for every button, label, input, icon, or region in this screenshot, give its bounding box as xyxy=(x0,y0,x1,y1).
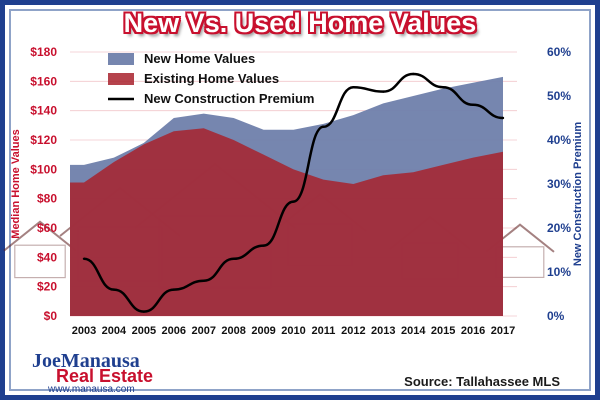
right-tick-1: 10% xyxy=(547,265,571,279)
right-tick-2: 20% xyxy=(547,221,571,235)
left-tick-6: $120 xyxy=(30,133,57,147)
axes: $0 $20 $40 $60 $80 $100 $120 $140 $160 $180 0% 10% 2… xyxy=(10,45,584,337)
x-tick-2010: 2010 xyxy=(281,325,305,337)
premium-point-2012 xyxy=(352,86,355,89)
x-tick-2005: 2005 xyxy=(132,325,156,337)
premium-point-2017 xyxy=(501,116,505,120)
premium-point-2008 xyxy=(232,257,235,260)
left-tick-7: $140 xyxy=(30,104,57,118)
x-tick-2016: 2016 xyxy=(461,325,485,337)
house-roof-0 xyxy=(3,220,77,252)
right-tick-3: 30% xyxy=(547,177,571,191)
x-tick-2012: 2012 xyxy=(341,325,365,337)
left-tick-9: $180 xyxy=(30,45,57,59)
right-tick-4: 40% xyxy=(547,133,571,147)
left-tick-8: $160 xyxy=(30,74,57,88)
house-body-0 xyxy=(14,244,66,279)
line-new-construction-premium xyxy=(83,72,504,313)
x-tick-2009: 2009 xyxy=(251,325,275,337)
source-note: Source: Tallahassee MLS xyxy=(404,374,560,389)
premium-point-2005 xyxy=(142,310,146,313)
legend-swatch-1 xyxy=(108,73,134,85)
legend-label-1: Existing Home Values xyxy=(144,71,279,86)
premium-point-2014 xyxy=(412,72,415,76)
x-tick-2013: 2013 xyxy=(371,325,395,337)
y-axis-label-left: Median Home Values xyxy=(10,129,22,238)
area-existing-home-values xyxy=(70,128,503,316)
left-tick-2: $40 xyxy=(37,250,57,264)
right-tick-5: 50% xyxy=(547,89,571,103)
premium-point-2015 xyxy=(441,86,445,89)
left-tick-4: $80 xyxy=(37,192,57,206)
x-tick-2008: 2008 xyxy=(221,325,245,337)
house-body-5 xyxy=(495,246,545,279)
premium-point-2003 xyxy=(82,257,86,260)
premium-point-2007 xyxy=(202,279,205,282)
logo-url: www.manausa.com xyxy=(48,384,135,395)
legend: New Home Values Existing Home Values New C… xyxy=(108,51,314,106)
left-tick-3: $60 xyxy=(37,221,57,235)
company-logo: JoeManausa Real Estate www.manausa.com xyxy=(26,350,216,395)
y-axis-label-right: New Construction Premium xyxy=(572,122,584,266)
left-tick-0: $0 xyxy=(44,309,58,323)
chart-title: New Vs. Used Home Values xyxy=(123,8,477,38)
premium-point-2016 xyxy=(471,103,475,107)
x-tick-2004: 2004 xyxy=(102,325,127,337)
x-tick-2015: 2015 xyxy=(431,325,455,337)
premium-point-2004 xyxy=(112,288,116,291)
premium-point-2006 xyxy=(172,288,175,291)
legend-label-2: New Construction Premium xyxy=(144,91,314,106)
series-areas xyxy=(70,76,503,316)
premium-point-2010 xyxy=(292,200,295,203)
logo-line-1: JoeManausa xyxy=(32,350,140,372)
x-tick-2007: 2007 xyxy=(191,325,215,337)
legend-label-0: New Home Values xyxy=(144,51,255,66)
x-tick-2003: 2003 xyxy=(72,325,96,337)
logo-line-2: Real Estate xyxy=(56,366,154,386)
premium-point-2013 xyxy=(382,90,385,93)
x-tick-2017: 2017 xyxy=(491,325,515,337)
premium-point-2011 xyxy=(322,125,325,128)
left-tick-1: $20 xyxy=(37,280,57,294)
x-tick-2011: 2011 xyxy=(311,325,335,337)
right-tick-0: 0% xyxy=(547,309,565,323)
premium-point-2009 xyxy=(262,244,265,247)
legend-swatch-0 xyxy=(108,53,134,65)
chart-frame-inner xyxy=(9,9,591,391)
left-tick-5: $100 xyxy=(30,162,57,176)
x-tick-2006: 2006 xyxy=(162,325,186,337)
premium-line-group xyxy=(82,72,505,313)
right-tick-6: 60% xyxy=(547,45,571,59)
x-tick-2014: 2014 xyxy=(401,325,426,337)
